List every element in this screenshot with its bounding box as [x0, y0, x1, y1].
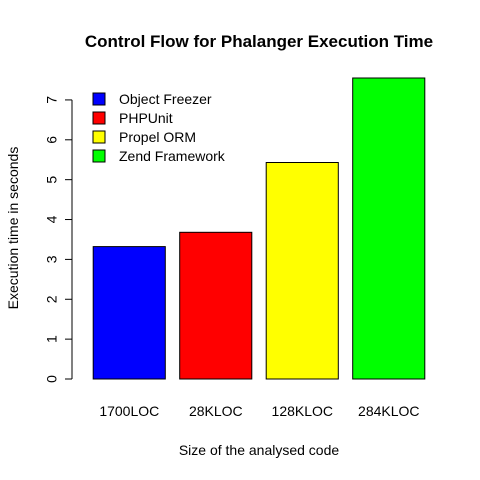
legend-label: PHPUnit — [119, 110, 173, 126]
bar-128kloc — [265, 162, 339, 380]
y-tick-label: 3 — [44, 255, 60, 263]
legend-swatch — [92, 149, 106, 163]
bars — [92, 77, 426, 380]
x-tick-label: 128KLOC — [272, 403, 333, 419]
bar-284kloc — [352, 77, 426, 380]
legend-label: Object Freezer — [119, 91, 212, 107]
x-axis-title: Size of the analysed code — [179, 442, 340, 458]
y-tick-label: 4 — [44, 215, 60, 223]
y-axis-title: Execution time in seconds — [5, 147, 21, 310]
x-tick-label: 28KLOC — [189, 403, 243, 419]
x-tick-label: 284KLOC — [358, 403, 419, 419]
legend-label: Zend Framework — [119, 148, 226, 164]
legend-swatch — [92, 111, 106, 125]
legend-swatch — [92, 92, 106, 106]
x-tick-label: 1700LOC — [99, 403, 159, 419]
bar-28kloc — [179, 231, 253, 380]
y-tick-label: 2 — [44, 295, 60, 303]
y-axis: 0 1 2 3 4 5 6 7 — [44, 96, 73, 383]
legend-label: Propel ORM — [119, 129, 196, 145]
x-axis-labels: 1700LOC 28KLOC 128KLOC 284KLOC — [99, 403, 419, 419]
chart-title: Control Flow for Phalanger Execution Tim… — [85, 32, 433, 51]
y-tick-label: 5 — [44, 176, 60, 184]
bar-1700loc — [92, 246, 166, 380]
y-tick-label: 7 — [44, 96, 60, 104]
y-tick-label: 1 — [44, 335, 60, 343]
y-tick-label: 0 — [44, 375, 60, 383]
y-tick-label: 6 — [44, 136, 60, 144]
legend-swatch — [92, 130, 106, 144]
legend: Object Freezer PHPUnit Propel ORM Zend Fram… — [92, 91, 226, 164]
